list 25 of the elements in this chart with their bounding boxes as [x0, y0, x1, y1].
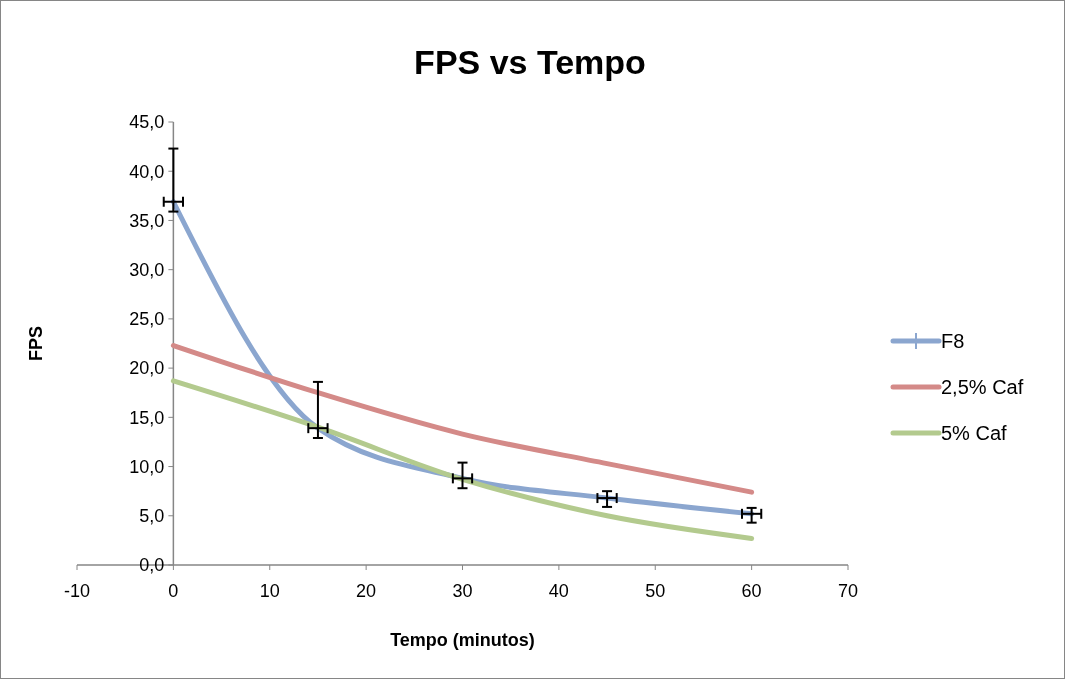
y-tick-label: 35,0 — [129, 210, 165, 231]
x-tick-label: 30 — [452, 581, 473, 601]
legend-label: 2,5% Caf — [941, 376, 1024, 398]
x-tick-label: 70 — [837, 581, 859, 601]
y-tick-label: 25,0 — [129, 309, 165, 330]
y-tick-label: 15,0 — [129, 407, 165, 428]
y-tick-label: 5,0 — [139, 506, 165, 527]
x-tick-label: -10 — [63, 581, 91, 601]
y-tick-label: 20,0 — [129, 358, 165, 379]
x-tick-label: 0 — [168, 581, 179, 601]
x-tick-label: 10 — [259, 581, 280, 601]
x-tick-label: 60 — [741, 581, 762, 601]
x-tick-label: 50 — [645, 581, 666, 601]
y-axis-title: FPS — [26, 325, 46, 362]
y-tick-label: 30,0 — [129, 259, 165, 280]
y-tick-label: 10,0 — [129, 456, 165, 477]
legend-label: F8 — [941, 330, 965, 352]
y-tick-label: 45,0 — [129, 112, 165, 133]
y-tick-label: 0,0 — [139, 555, 165, 576]
y-tick-label: 40,0 — [129, 161, 165, 182]
x-axis-title: Tempo (minutos) — [390, 630, 535, 650]
chart-title: FPS vs Tempo — [414, 43, 646, 81]
x-tick-label: 20 — [356, 581, 377, 601]
x-tick-label: 40 — [548, 581, 569, 601]
legend-label: 5% Caf — [941, 422, 1008, 444]
